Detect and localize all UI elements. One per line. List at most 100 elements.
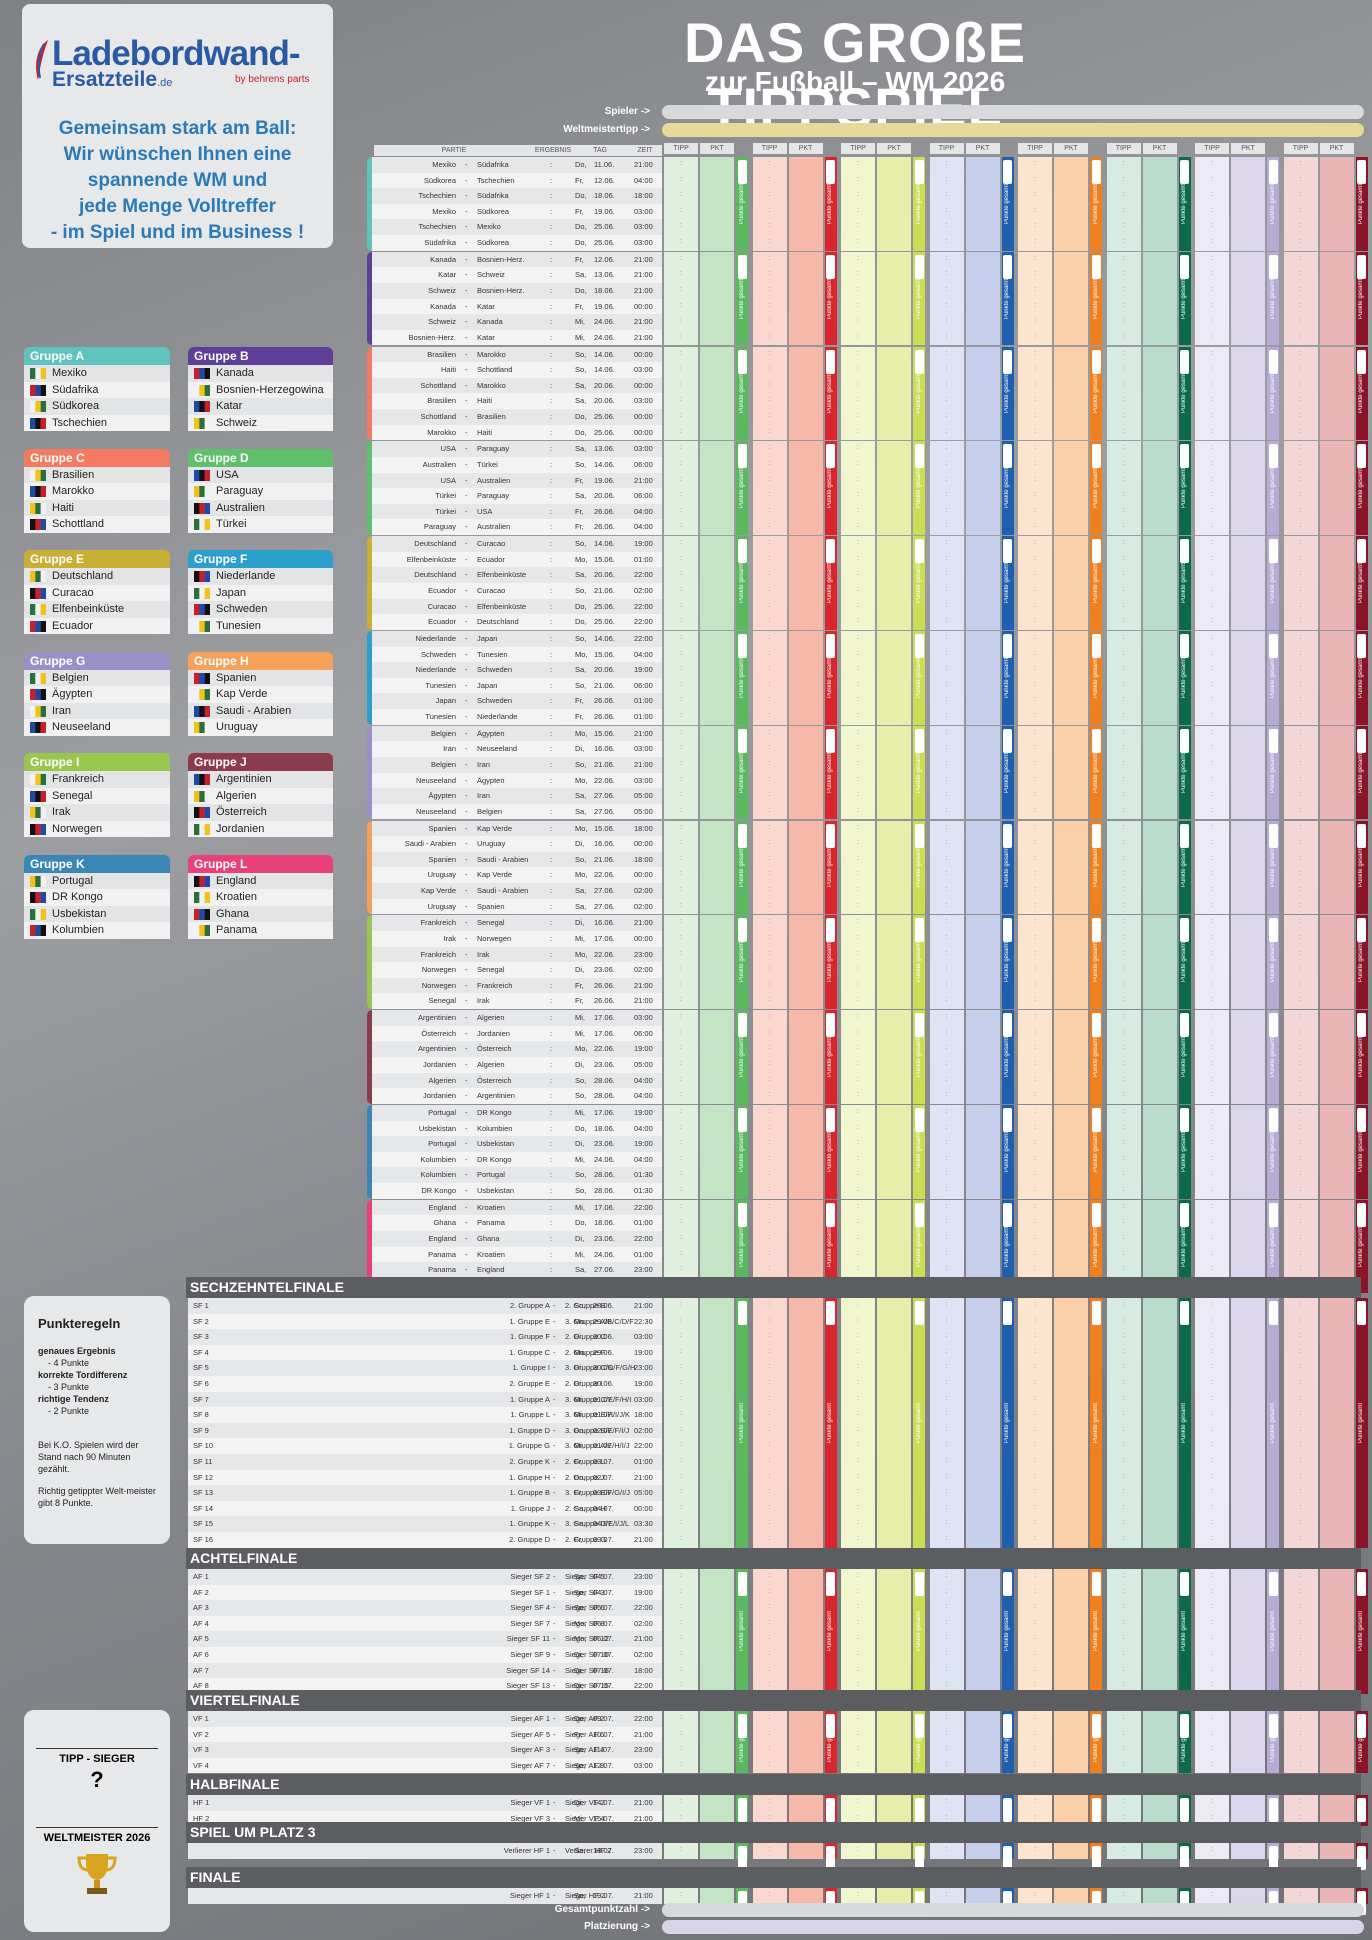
tipp-column[interactable] <box>841 1010 875 1104</box>
tipp-input[interactable]: : <box>1211 854 1213 862</box>
tipp-column[interactable] <box>664 915 698 1009</box>
tipp-input[interactable]: : <box>857 1603 859 1611</box>
tipp-input[interactable]: : <box>1122 1891 1125 1898</box>
tipp-column[interactable] <box>1018 1298 1052 1548</box>
tipp-input[interactable]: : <box>945 427 948 435</box>
tipp-column[interactable] <box>841 820 875 915</box>
result-input[interactable]: : <box>550 332 553 342</box>
result-input[interactable]: : <box>550 601 553 611</box>
tipp-input[interactable]: : <box>680 1714 682 1721</box>
tipp-input[interactable]: : <box>768 1044 771 1052</box>
tipp-input[interactable]: : <box>1122 649 1125 657</box>
points-box[interactable] <box>1091 349 1101 374</box>
result-input[interactable]: : <box>550 1123 553 1133</box>
tipp-input[interactable]: : <box>680 222 682 230</box>
tipp-input[interactable]: : <box>945 1028 948 1036</box>
tipp-column[interactable] <box>1018 820 1052 915</box>
points-box[interactable] <box>826 634 835 658</box>
tipp-input[interactable]: : <box>945 1441 948 1449</box>
tipp-input[interactable]: : <box>857 1587 859 1595</box>
points-box[interactable] <box>826 1846 835 1870</box>
tipp-input[interactable]: : <box>1122 728 1125 736</box>
tipp-input[interactable]: : <box>768 1425 771 1433</box>
tipp-input[interactable]: : <box>1299 317 1302 325</box>
tipp-input[interactable]: : <box>1211 934 1213 941</box>
tipp-input[interactable]: : <box>1299 1891 1302 1898</box>
tipp-input[interactable]: : <box>680 206 682 214</box>
tipp-input[interactable]: : <box>857 728 859 736</box>
tipp-input[interactable]: : <box>1122 934 1125 941</box>
points-box[interactable] <box>914 539 924 564</box>
pkt-column[interactable] <box>700 536 734 630</box>
pkt-column[interactable] <box>700 820 734 915</box>
tipp-input[interactable]: : <box>1299 1572 1302 1579</box>
result-input[interactable]: : <box>550 1154 553 1164</box>
tipp-input[interactable]: : <box>1211 1472 1213 1480</box>
pkt-column[interactable] <box>1054 346 1088 441</box>
tipp-input[interactable]: : <box>768 775 771 783</box>
tipp-input[interactable]: : <box>1034 1681 1036 1689</box>
points-box[interactable] <box>1003 1846 1012 1870</box>
tipp-input[interactable]: : <box>857 1139 859 1147</box>
tipp-input[interactable]: : <box>1034 775 1036 783</box>
tipp-input[interactable]: : <box>768 1503 771 1511</box>
pkt-column[interactable] <box>965 725 1000 820</box>
tipp-input[interactable]: : <box>1034 1091 1036 1099</box>
tipp-input[interactable]: : <box>1299 1186 1302 1193</box>
tipp-input[interactable]: : <box>680 444 682 452</box>
tipp-input[interactable]: : <box>945 1472 948 1480</box>
tipp-input[interactable]: : <box>1299 301 1302 309</box>
pkt-column[interactable] <box>1142 1843 1177 1859</box>
points-box[interactable] <box>914 1013 924 1038</box>
tipp-input[interactable]: : <box>945 712 948 719</box>
tipp-input[interactable]: : <box>1122 332 1125 340</box>
points-box[interactable] <box>1003 728 1012 753</box>
tipp-input[interactable]: : <box>945 696 948 704</box>
pkt-column[interactable] <box>788 1298 823 1548</box>
tipp-input[interactable]: : <box>1122 460 1125 467</box>
pkt-column[interactable] <box>1231 251 1265 346</box>
result-input[interactable]: : <box>550 696 553 706</box>
points-box[interactable] <box>1003 634 1012 658</box>
tipp-input[interactable]: : <box>768 1013 771 1021</box>
result-input[interactable]: : <box>550 839 553 849</box>
tipp-input[interactable]: : <box>1034 160 1036 167</box>
tipp-input[interactable]: : <box>768 1441 771 1449</box>
tipp-input[interactable]: : <box>768 1488 771 1496</box>
tipp-input[interactable]: : <box>857 775 859 783</box>
tipp-input[interactable]: : <box>945 1798 948 1805</box>
pkt-column[interactable] <box>877 441 911 535</box>
points-box[interactable] <box>737 1108 747 1132</box>
tipp-input[interactable]: : <box>945 1618 948 1626</box>
tipp-input[interactable]: : <box>1034 949 1036 957</box>
points-box[interactable] <box>1268 823 1278 848</box>
tipp-input[interactable]: : <box>857 475 859 483</box>
pkt-column[interactable] <box>788 441 823 535</box>
result-input[interactable]: : <box>550 1249 553 1259</box>
tipp-input[interactable]: : <box>1034 1202 1036 1210</box>
tipp-input[interactable]: : <box>1034 491 1036 499</box>
points-box[interactable] <box>1091 728 1101 753</box>
points-box[interactable] <box>1268 1846 1278 1870</box>
tipp-input[interactable]: : <box>945 1249 948 1257</box>
tipp-input[interactable]: : <box>1122 1441 1125 1449</box>
tipp-input[interactable]: : <box>1034 870 1036 878</box>
tipp-input[interactable]: : <box>768 696 771 704</box>
points-box[interactable] <box>1268 1572 1278 1596</box>
tipp-input[interactable]: : <box>1034 222 1036 230</box>
tipp-input[interactable]: : <box>857 1218 859 1226</box>
tipp-column[interactable] <box>929 1843 964 1859</box>
tipp-input[interactable]: : <box>1211 1729 1213 1737</box>
result-input[interactable]: : <box>550 286 553 295</box>
tipp-input[interactable]: : <box>1122 1170 1125 1178</box>
tipp-input[interactable]: : <box>768 539 771 547</box>
tipp-column[interactable] <box>929 441 964 535</box>
tipp-input[interactable]: : <box>680 965 682 973</box>
tipp-input[interactable]: : <box>1122 1650 1125 1657</box>
pkt-column[interactable] <box>1231 1843 1265 1859</box>
result-input[interactable]: : <box>550 712 553 721</box>
tipp-column[interactable] <box>1018 1843 1052 1859</box>
tipp-column[interactable] <box>664 1711 698 1774</box>
result-input[interactable]: : <box>550 1265 553 1275</box>
tipp-input[interactable]: : <box>1122 1760 1125 1768</box>
